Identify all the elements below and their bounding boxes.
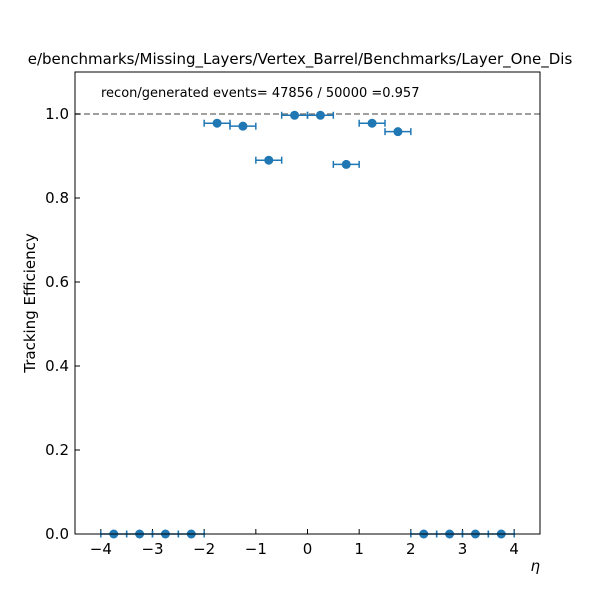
y-tick-label: 0.0 bbox=[45, 525, 69, 543]
x-tick-label: −3 bbox=[141, 540, 163, 558]
data-point bbox=[264, 155, 274, 165]
y-tick-label: 0.6 bbox=[45, 273, 69, 291]
y-axis-label: Tracking Efficiency bbox=[21, 233, 39, 374]
x-tick-label: 2 bbox=[406, 540, 416, 558]
data-point bbox=[315, 110, 325, 120]
x-tick-label: 0 bbox=[303, 540, 313, 558]
chart-title: e/benchmarks/Missing_Layers/Vertex_Barre… bbox=[28, 50, 573, 69]
events-annotation: recon/generated events= 47856 / 50000 =0… bbox=[101, 86, 419, 101]
data-point bbox=[290, 110, 300, 120]
data-point bbox=[341, 159, 351, 169]
x-axis-label: η bbox=[530, 557, 540, 575]
x-tick-label: 3 bbox=[458, 540, 468, 558]
data-point bbox=[212, 118, 222, 128]
y-tick-label: 0.8 bbox=[45, 189, 69, 207]
y-tick-label: 0.4 bbox=[45, 357, 69, 375]
plot-frame bbox=[74, 71, 541, 535]
y-tick-label: 1.0 bbox=[45, 105, 69, 123]
data-point bbox=[367, 118, 377, 128]
x-tick-label: −1 bbox=[245, 540, 267, 558]
plot-area: −4 −3 −2 −1 0 1 2 3 4 0.0 0.2 0.4 0.6 0.8 1.0 bbox=[45, 105, 540, 558]
data-point bbox=[238, 121, 248, 131]
x-tick-label: −2 bbox=[193, 540, 215, 558]
x-tick-label: −4 bbox=[90, 540, 112, 558]
x-tick-label: 4 bbox=[509, 540, 519, 558]
y-tick-label: 0.2 bbox=[45, 441, 69, 459]
x-tick-label: 1 bbox=[354, 540, 364, 558]
data-point bbox=[393, 127, 403, 137]
